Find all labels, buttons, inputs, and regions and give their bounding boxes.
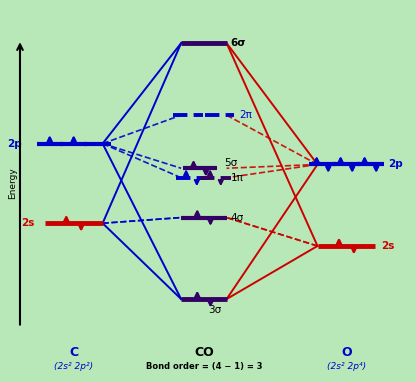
Text: CO: CO [194, 346, 214, 359]
Text: (2s² 2p²): (2s² 2p²) [54, 362, 93, 371]
Text: Bond order = (4 − 1) = 3: Bond order = (4 − 1) = 3 [146, 362, 262, 371]
Text: 4σ: 4σ [231, 212, 244, 223]
Text: 2s: 2s [381, 241, 395, 251]
Text: O: O [341, 346, 352, 359]
Text: 1π: 1π [231, 173, 244, 183]
Text: 2s: 2s [21, 218, 35, 228]
Text: 2p: 2p [7, 139, 22, 149]
Text: 5σ: 5σ [225, 157, 238, 168]
Text: 3σ: 3σ [208, 306, 221, 316]
Text: 2p: 2p [388, 159, 403, 170]
Text: (2s² 2p⁴): (2s² 2p⁴) [327, 362, 366, 371]
Text: C: C [69, 346, 78, 359]
Text: 2π: 2π [239, 110, 252, 120]
Text: 6σ: 6σ [231, 38, 246, 48]
Text: Energy: Energy [8, 168, 17, 199]
